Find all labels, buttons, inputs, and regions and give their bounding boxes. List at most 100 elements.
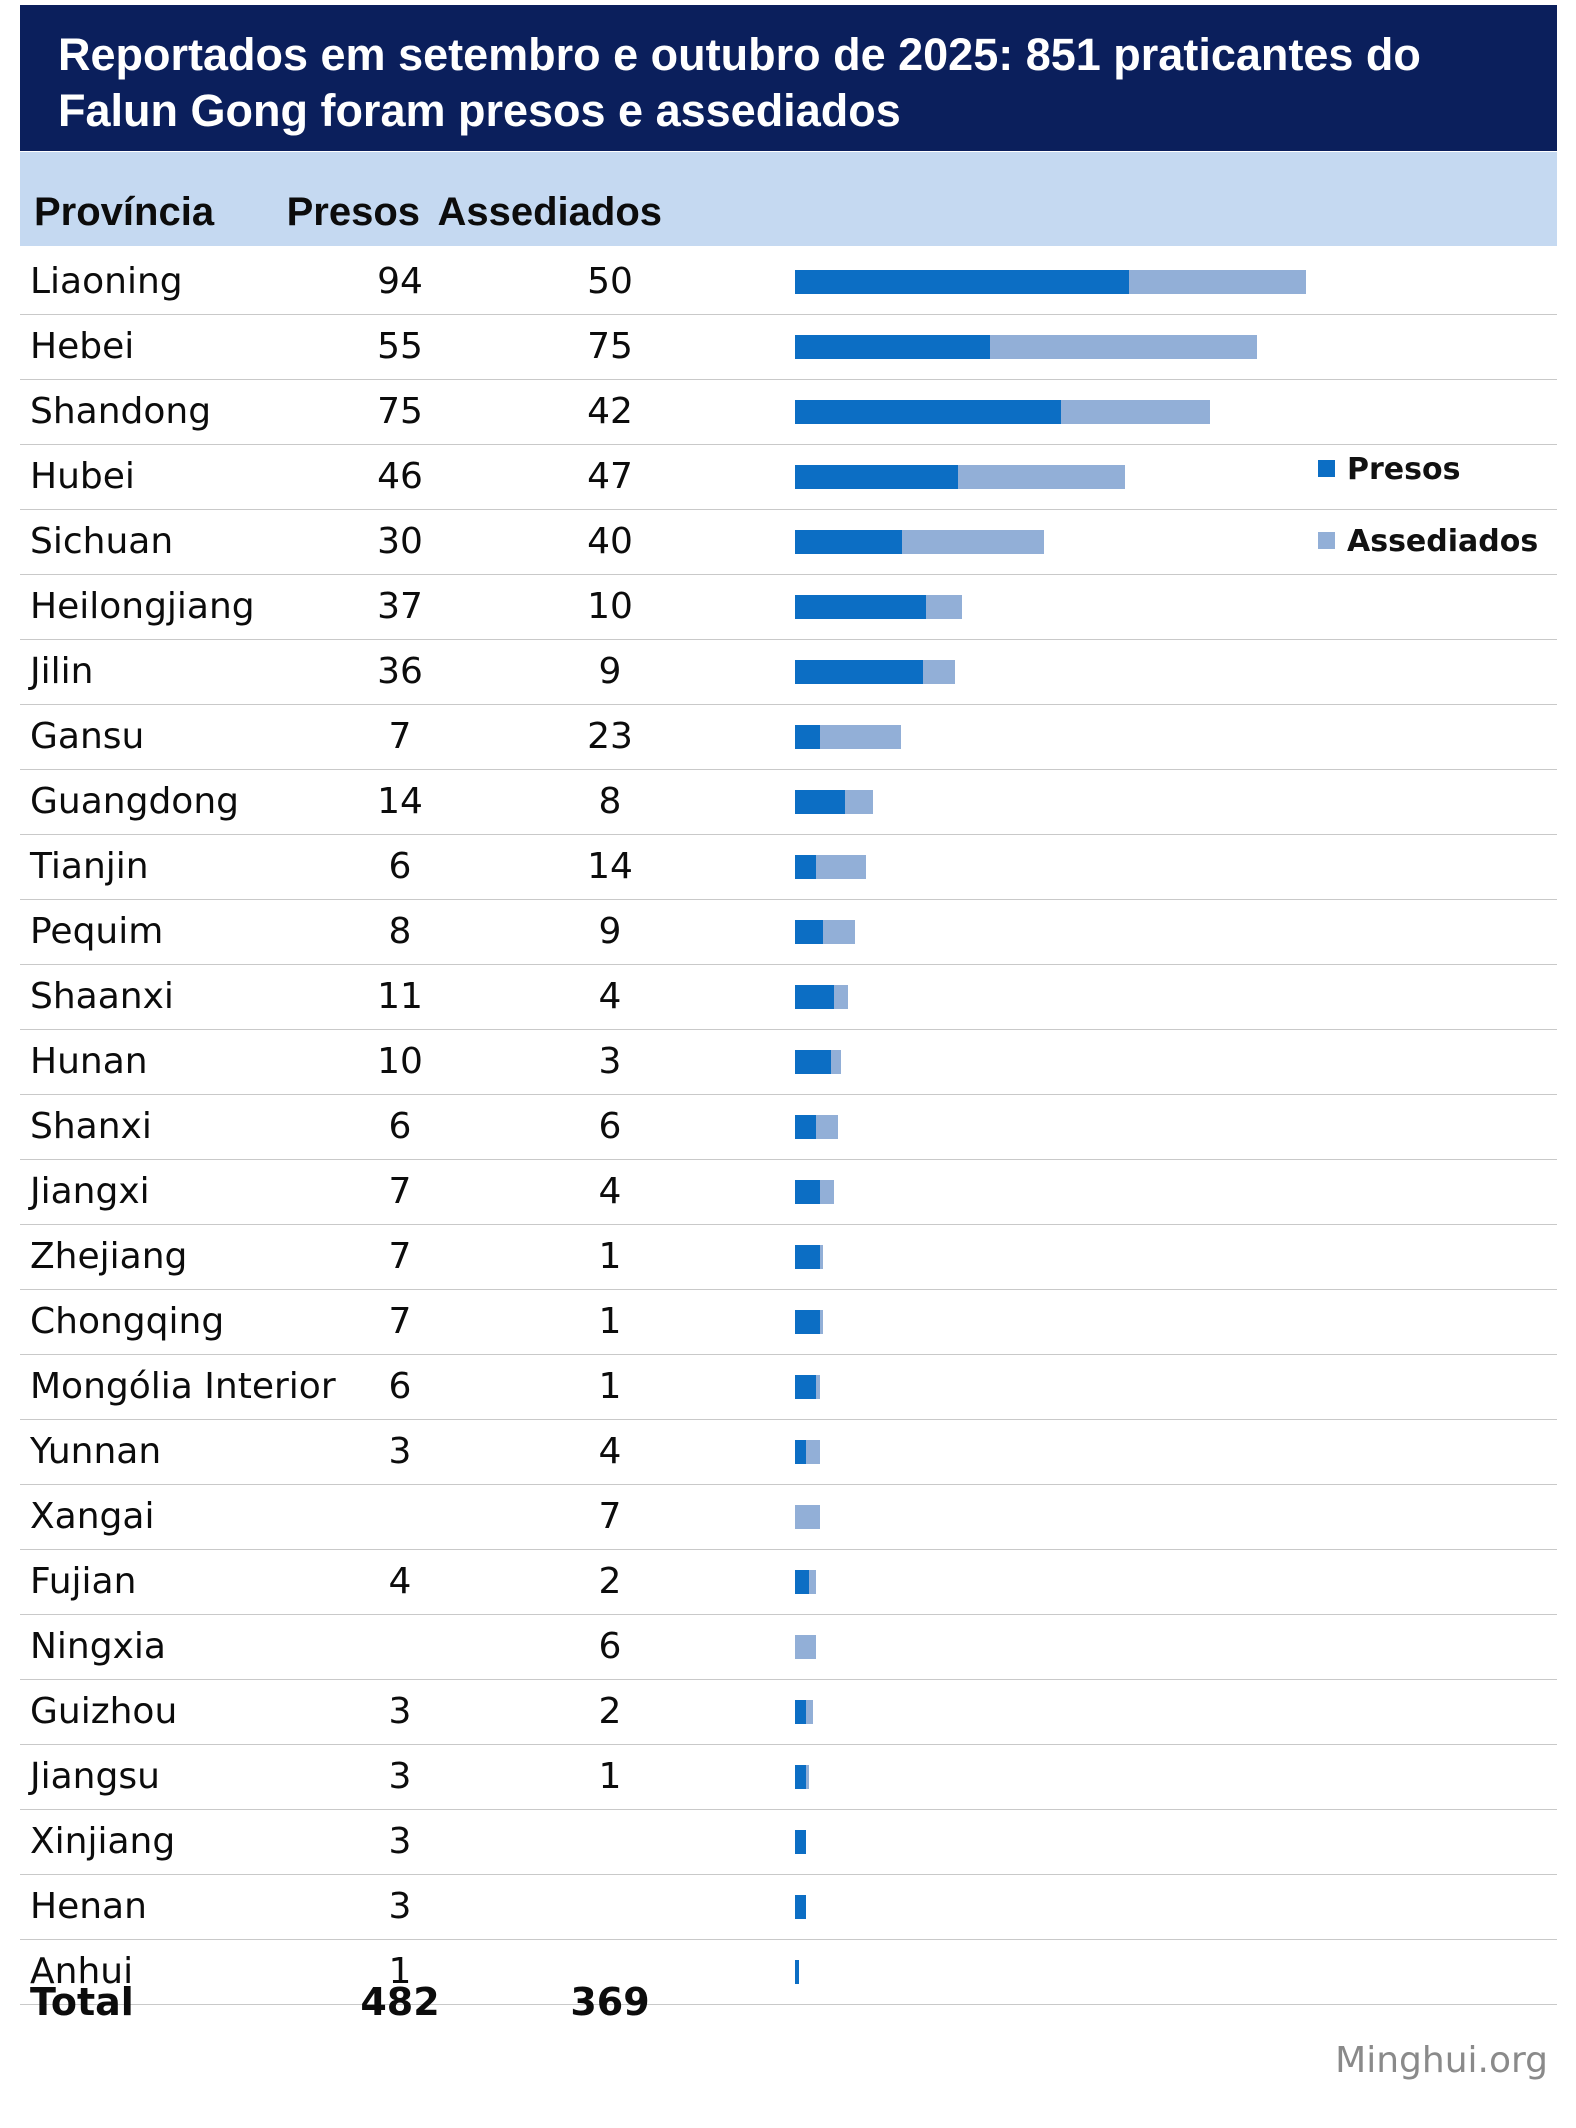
bar-assediados bbox=[795, 1635, 817, 1659]
province-name: Jiangsu bbox=[30, 1756, 160, 1797]
bar-presos bbox=[795, 1310, 820, 1334]
assediados-value bbox=[570, 1810, 650, 1874]
bar-track bbox=[795, 985, 1395, 1009]
assediados-value: 2 bbox=[598, 1561, 622, 1602]
province-name: Ningxia bbox=[30, 1626, 166, 1667]
assediados-value: 8 bbox=[598, 781, 622, 822]
bar-presos bbox=[795, 1440, 806, 1464]
table-row: Tianjin 6 14 bbox=[20, 835, 1557, 900]
presos-value: 14 bbox=[377, 781, 423, 822]
bar-assediados bbox=[805, 1700, 813, 1724]
assediados-value: 1 bbox=[598, 1301, 622, 1342]
assediados-value: 14 bbox=[587, 846, 633, 887]
legend-label-assediados: Assediados bbox=[1347, 524, 1539, 559]
bar-track bbox=[795, 1505, 1395, 1529]
presos-value: 7 bbox=[388, 1171, 412, 1212]
data-table: Liaoning 94 50 Hebei 55 75 Shandong 75 42 Hubei 46… bbox=[20, 250, 1557, 2005]
bar-presos bbox=[795, 920, 824, 944]
bar-assediados bbox=[816, 1115, 838, 1139]
table-row: Jiangsu 3 1 bbox=[20, 1745, 1557, 1810]
bar-presos bbox=[795, 465, 959, 489]
province-name: Heilongjiang bbox=[30, 586, 255, 627]
presos-value: 7 bbox=[388, 716, 412, 757]
table-header: Província Presos Assediados bbox=[20, 152, 1557, 246]
province-name: Guizhou bbox=[30, 1691, 178, 1732]
bar-track bbox=[795, 790, 1395, 814]
bar-assediados bbox=[816, 1375, 820, 1399]
bar-presos bbox=[795, 1570, 810, 1594]
presos-value: 30 bbox=[377, 521, 423, 562]
province-name: Yunnan bbox=[30, 1431, 162, 1472]
province-name: Jilin bbox=[30, 651, 94, 692]
province-name: Tianjin bbox=[30, 846, 149, 887]
presos-value bbox=[360, 1615, 440, 1679]
bar-track bbox=[795, 595, 1395, 619]
assediados-value: 47 bbox=[587, 456, 633, 497]
bar-track bbox=[795, 465, 1395, 489]
bar-track bbox=[795, 855, 1395, 879]
bar-assediados bbox=[805, 1765, 810, 1789]
assediados-value: 10 bbox=[587, 586, 633, 627]
presos-value bbox=[360, 1485, 440, 1549]
bar-track bbox=[795, 1180, 1395, 1204]
table-row: Pequim 8 9 bbox=[20, 900, 1557, 965]
province-name: Liaoning bbox=[30, 261, 183, 302]
bar-presos bbox=[795, 270, 1129, 294]
province-name: Mongólia Interior bbox=[30, 1366, 336, 1407]
table-row: Zhejiang 7 1 bbox=[20, 1225, 1557, 1290]
bar-track bbox=[795, 530, 1395, 554]
presos-value: 75 bbox=[377, 391, 423, 432]
bar-assediados bbox=[795, 1505, 820, 1529]
table-row: Mongólia Interior 6 1 bbox=[20, 1355, 1557, 1420]
legend-swatch-presos bbox=[1318, 460, 1335, 477]
bar-track bbox=[795, 1310, 1395, 1334]
bar-presos bbox=[795, 660, 923, 684]
assediados-value: 6 bbox=[598, 1106, 622, 1147]
total-row: Total 482 369 bbox=[20, 1970, 1557, 2034]
table-row: Shanxi 6 6 bbox=[20, 1095, 1557, 1160]
bar-assediados bbox=[990, 335, 1257, 359]
assediados-value bbox=[570, 1875, 650, 1939]
bar-assediados bbox=[830, 1050, 842, 1074]
table-row: Yunnan 3 4 bbox=[20, 1420, 1557, 1485]
bar-presos bbox=[795, 1700, 806, 1724]
bar-presos bbox=[795, 530, 902, 554]
table-row: Xinjiang 3 bbox=[20, 1810, 1557, 1875]
header-province: Província bbox=[34, 190, 215, 234]
legend-item-assediados: Assediados bbox=[1318, 524, 1538, 560]
assediados-value: 1 bbox=[598, 1756, 622, 1797]
bar-presos bbox=[795, 335, 991, 359]
province-name: Hunan bbox=[30, 1041, 148, 1082]
legend-item-presos: Presos bbox=[1318, 452, 1460, 488]
province-name: Pequim bbox=[30, 911, 164, 952]
presos-value: 6 bbox=[388, 1366, 412, 1407]
province-name: Hubei bbox=[30, 456, 135, 497]
assediados-value: 7 bbox=[598, 1496, 622, 1537]
bar-track bbox=[795, 270, 1395, 294]
presos-value: 1 bbox=[388, 1951, 412, 1992]
bar-track bbox=[795, 1765, 1395, 1789]
bar-assediados bbox=[819, 1245, 824, 1269]
presos-value: 55 bbox=[377, 326, 423, 367]
presos-value: 94 bbox=[377, 261, 423, 302]
province-name: Zhejiang bbox=[30, 1236, 188, 1277]
table-row: Guizhou 3 2 bbox=[20, 1680, 1557, 1745]
province-name: Anhui bbox=[30, 1951, 134, 1992]
bar-presos bbox=[795, 1830, 806, 1854]
bar-presos bbox=[795, 1245, 820, 1269]
bar-track bbox=[795, 660, 1395, 684]
bar-assediados bbox=[922, 660, 955, 684]
assediados-value: 4 bbox=[598, 1171, 622, 1212]
bar-track bbox=[795, 920, 1395, 944]
bar-presos bbox=[795, 1895, 806, 1919]
province-name: Xangai bbox=[30, 1496, 155, 1537]
presos-value: 37 bbox=[377, 586, 423, 627]
table-row: Jiangxi 7 4 bbox=[20, 1160, 1557, 1225]
bar-assediados bbox=[819, 725, 902, 749]
presos-value: 3 bbox=[388, 1821, 412, 1862]
province-name: Chongqing bbox=[30, 1301, 225, 1342]
bar-presos bbox=[795, 1960, 799, 1984]
assediados-value: 3 bbox=[598, 1041, 622, 1082]
province-name: Gansu bbox=[30, 716, 145, 757]
presos-value: 6 bbox=[388, 846, 412, 887]
